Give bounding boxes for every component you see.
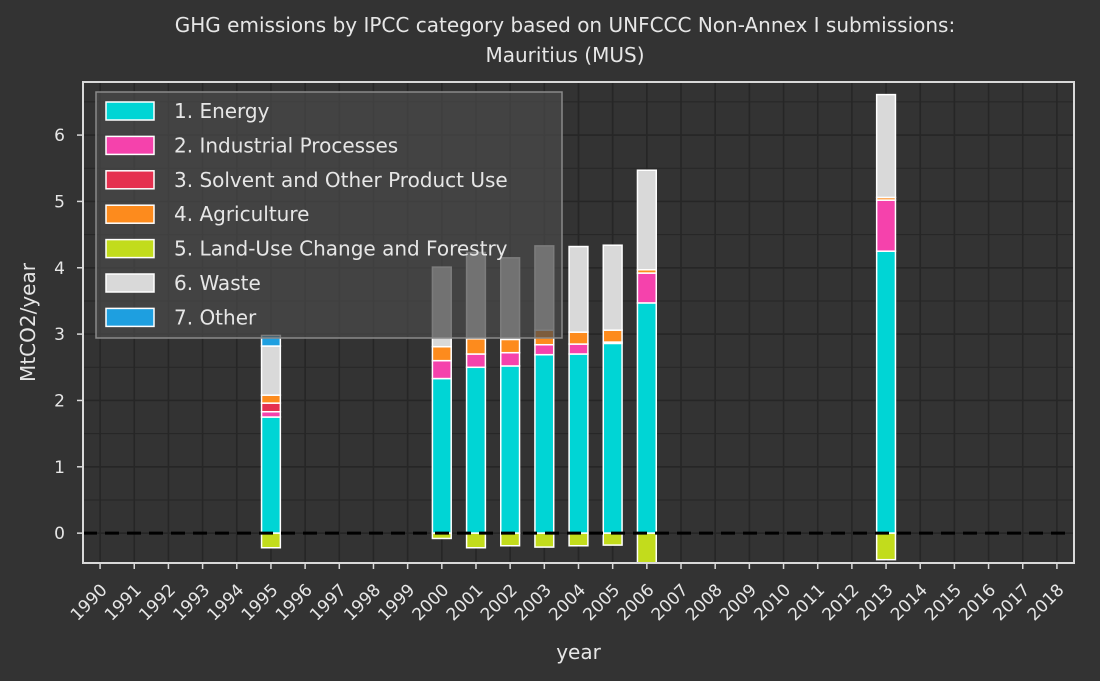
bar-1995-series-1 — [260, 416, 282, 534]
x-tick-label: 2000 — [409, 580, 454, 625]
bar-2003-series-5 — [534, 532, 555, 548]
legend-label: 1. Energy — [174, 99, 270, 123]
bar-1995-series-4 — [260, 394, 282, 404]
bar-2001-series-1 — [465, 366, 487, 534]
x-tick-label: 1998 — [340, 580, 385, 625]
y-tick-label: 2 — [54, 391, 65, 411]
x-tick-label: 1991 — [101, 580, 146, 625]
bar-2013-series-6 — [875, 93, 897, 199]
y-tick-label: 0 — [54, 524, 65, 544]
bar-2013-series-1 — [875, 250, 897, 534]
bar-1995-series-2 — [260, 410, 282, 418]
legend-swatch — [105, 238, 155, 259]
chart-title: GHG emissions by IPCC category based on … — [175, 13, 955, 37]
legend-label: 2. Industrial Processes — [174, 133, 398, 157]
x-tick-label: 2001 — [443, 580, 488, 625]
x-tick-label: 2014 — [887, 580, 932, 625]
bar-2005-series-5 — [602, 532, 623, 546]
x-tick-label: 2010 — [750, 580, 795, 625]
legend-swatch — [105, 170, 155, 190]
x-tick-label: 2013 — [853, 580, 898, 625]
bar-2000-series-1 — [431, 377, 452, 534]
y-tick-label: 6 — [54, 126, 65, 146]
legend-label: 6. Waste — [174, 271, 261, 295]
x-tick-label: 2008 — [682, 580, 727, 625]
bar-2013-series-2 — [875, 199, 897, 252]
bar-2001-series-4 — [465, 338, 487, 355]
x-axis-label: year — [556, 640, 601, 664]
bar-2000-series-2 — [431, 359, 452, 380]
bar-2006-series-2 — [636, 272, 657, 304]
legend-label: 7. Other — [174, 305, 257, 329]
legend-swatch — [105, 307, 155, 328]
y-axis-label: MtCO2/year — [16, 262, 40, 382]
legend-label: 5. Land-Use Change and Forestry — [174, 237, 508, 261]
bar-1995-series-6 — [260, 345, 282, 396]
bar-2001-series-2 — [465, 353, 487, 369]
bar-2004-series-5 — [568, 532, 589, 547]
x-tick-label: 2018 — [1024, 580, 1069, 625]
bar-2002-series-5 — [500, 532, 521, 547]
bar-2005-series-6 — [602, 244, 623, 331]
bar-1995-series-5 — [260, 532, 282, 549]
y-tick-label: 4 — [54, 259, 65, 279]
y-tick-label: 3 — [54, 325, 65, 345]
x-tick-label: 2006 — [614, 580, 659, 625]
y-tick-label: 1 — [54, 458, 65, 478]
x-tick-label: 2007 — [648, 580, 693, 625]
x-tick-label: 2016 — [955, 580, 1000, 625]
bar-1995-series-3 — [260, 402, 282, 413]
legend: 1. Energy 2. Industrial Processes 3. Solve… — [95, 91, 563, 339]
bars — [260, 93, 897, 564]
y-axis-ticks: 0 1 2 3 4 5 6 — [54, 126, 83, 544]
legend-swatch — [105, 135, 155, 156]
bar-2000-series-4 — [431, 345, 452, 362]
x-axis-ticks: 1990199119921993199419951996199719981999… — [67, 563, 1069, 625]
bar-2005-series-1 — [602, 342, 623, 534]
legend-swatch — [105, 101, 155, 121]
legend-box — [95, 91, 563, 339]
bar-2004-series-4 — [568, 331, 589, 345]
bar-2013-series-5 — [875, 532, 897, 561]
x-tick-label: 1992 — [135, 580, 180, 625]
x-tick-label: 2009 — [716, 580, 761, 625]
x-tick-label: 2004 — [545, 580, 590, 625]
x-tick-label: 1994 — [204, 580, 249, 625]
bar-2004-series-1 — [568, 353, 589, 534]
legend-label: 3. Solvent and Other Product Use — [174, 168, 508, 192]
bar-2004-series-2 — [568, 343, 589, 355]
x-tick-label: 2015 — [921, 580, 966, 625]
bar-2006-series-1 — [636, 302, 657, 534]
x-tick-label: 2003 — [511, 580, 556, 625]
y-tick-label: 5 — [54, 192, 65, 212]
bar-2003-series-2 — [534, 343, 555, 356]
chart-subtitle: Mauritius (MUS) — [485, 43, 644, 67]
x-tick-label: 1995 — [238, 580, 283, 625]
x-tick-label: 2002 — [477, 580, 522, 625]
x-tick-label: 1997 — [306, 580, 351, 625]
x-tick-label: 2012 — [819, 580, 864, 625]
legend-label: 4. Agriculture — [174, 202, 309, 226]
x-tick-label: 1996 — [272, 580, 317, 625]
x-tick-label: 1999 — [374, 580, 419, 625]
x-tick-label: 2005 — [579, 580, 624, 625]
bar-2002-series-4 — [500, 338, 521, 354]
x-tick-label: 2011 — [785, 580, 830, 625]
x-tick-label: 1993 — [169, 580, 214, 625]
legend-swatch — [105, 204, 155, 224]
bar-2004-series-6 — [568, 245, 589, 333]
bar-2006-series-5 — [636, 532, 657, 564]
bar-2005-series-4 — [602, 329, 623, 343]
bar-2003-series-1 — [534, 353, 555, 534]
bar-2002-series-2 — [500, 351, 521, 367]
legend-swatch — [105, 273, 155, 293]
bar-2006-series-6 — [636, 169, 657, 271]
x-tick-label: 2017 — [990, 580, 1035, 625]
x-tick-label: 1990 — [67, 580, 112, 625]
bar-2002-series-1 — [500, 365, 521, 534]
bar-2001-series-5 — [465, 532, 487, 549]
